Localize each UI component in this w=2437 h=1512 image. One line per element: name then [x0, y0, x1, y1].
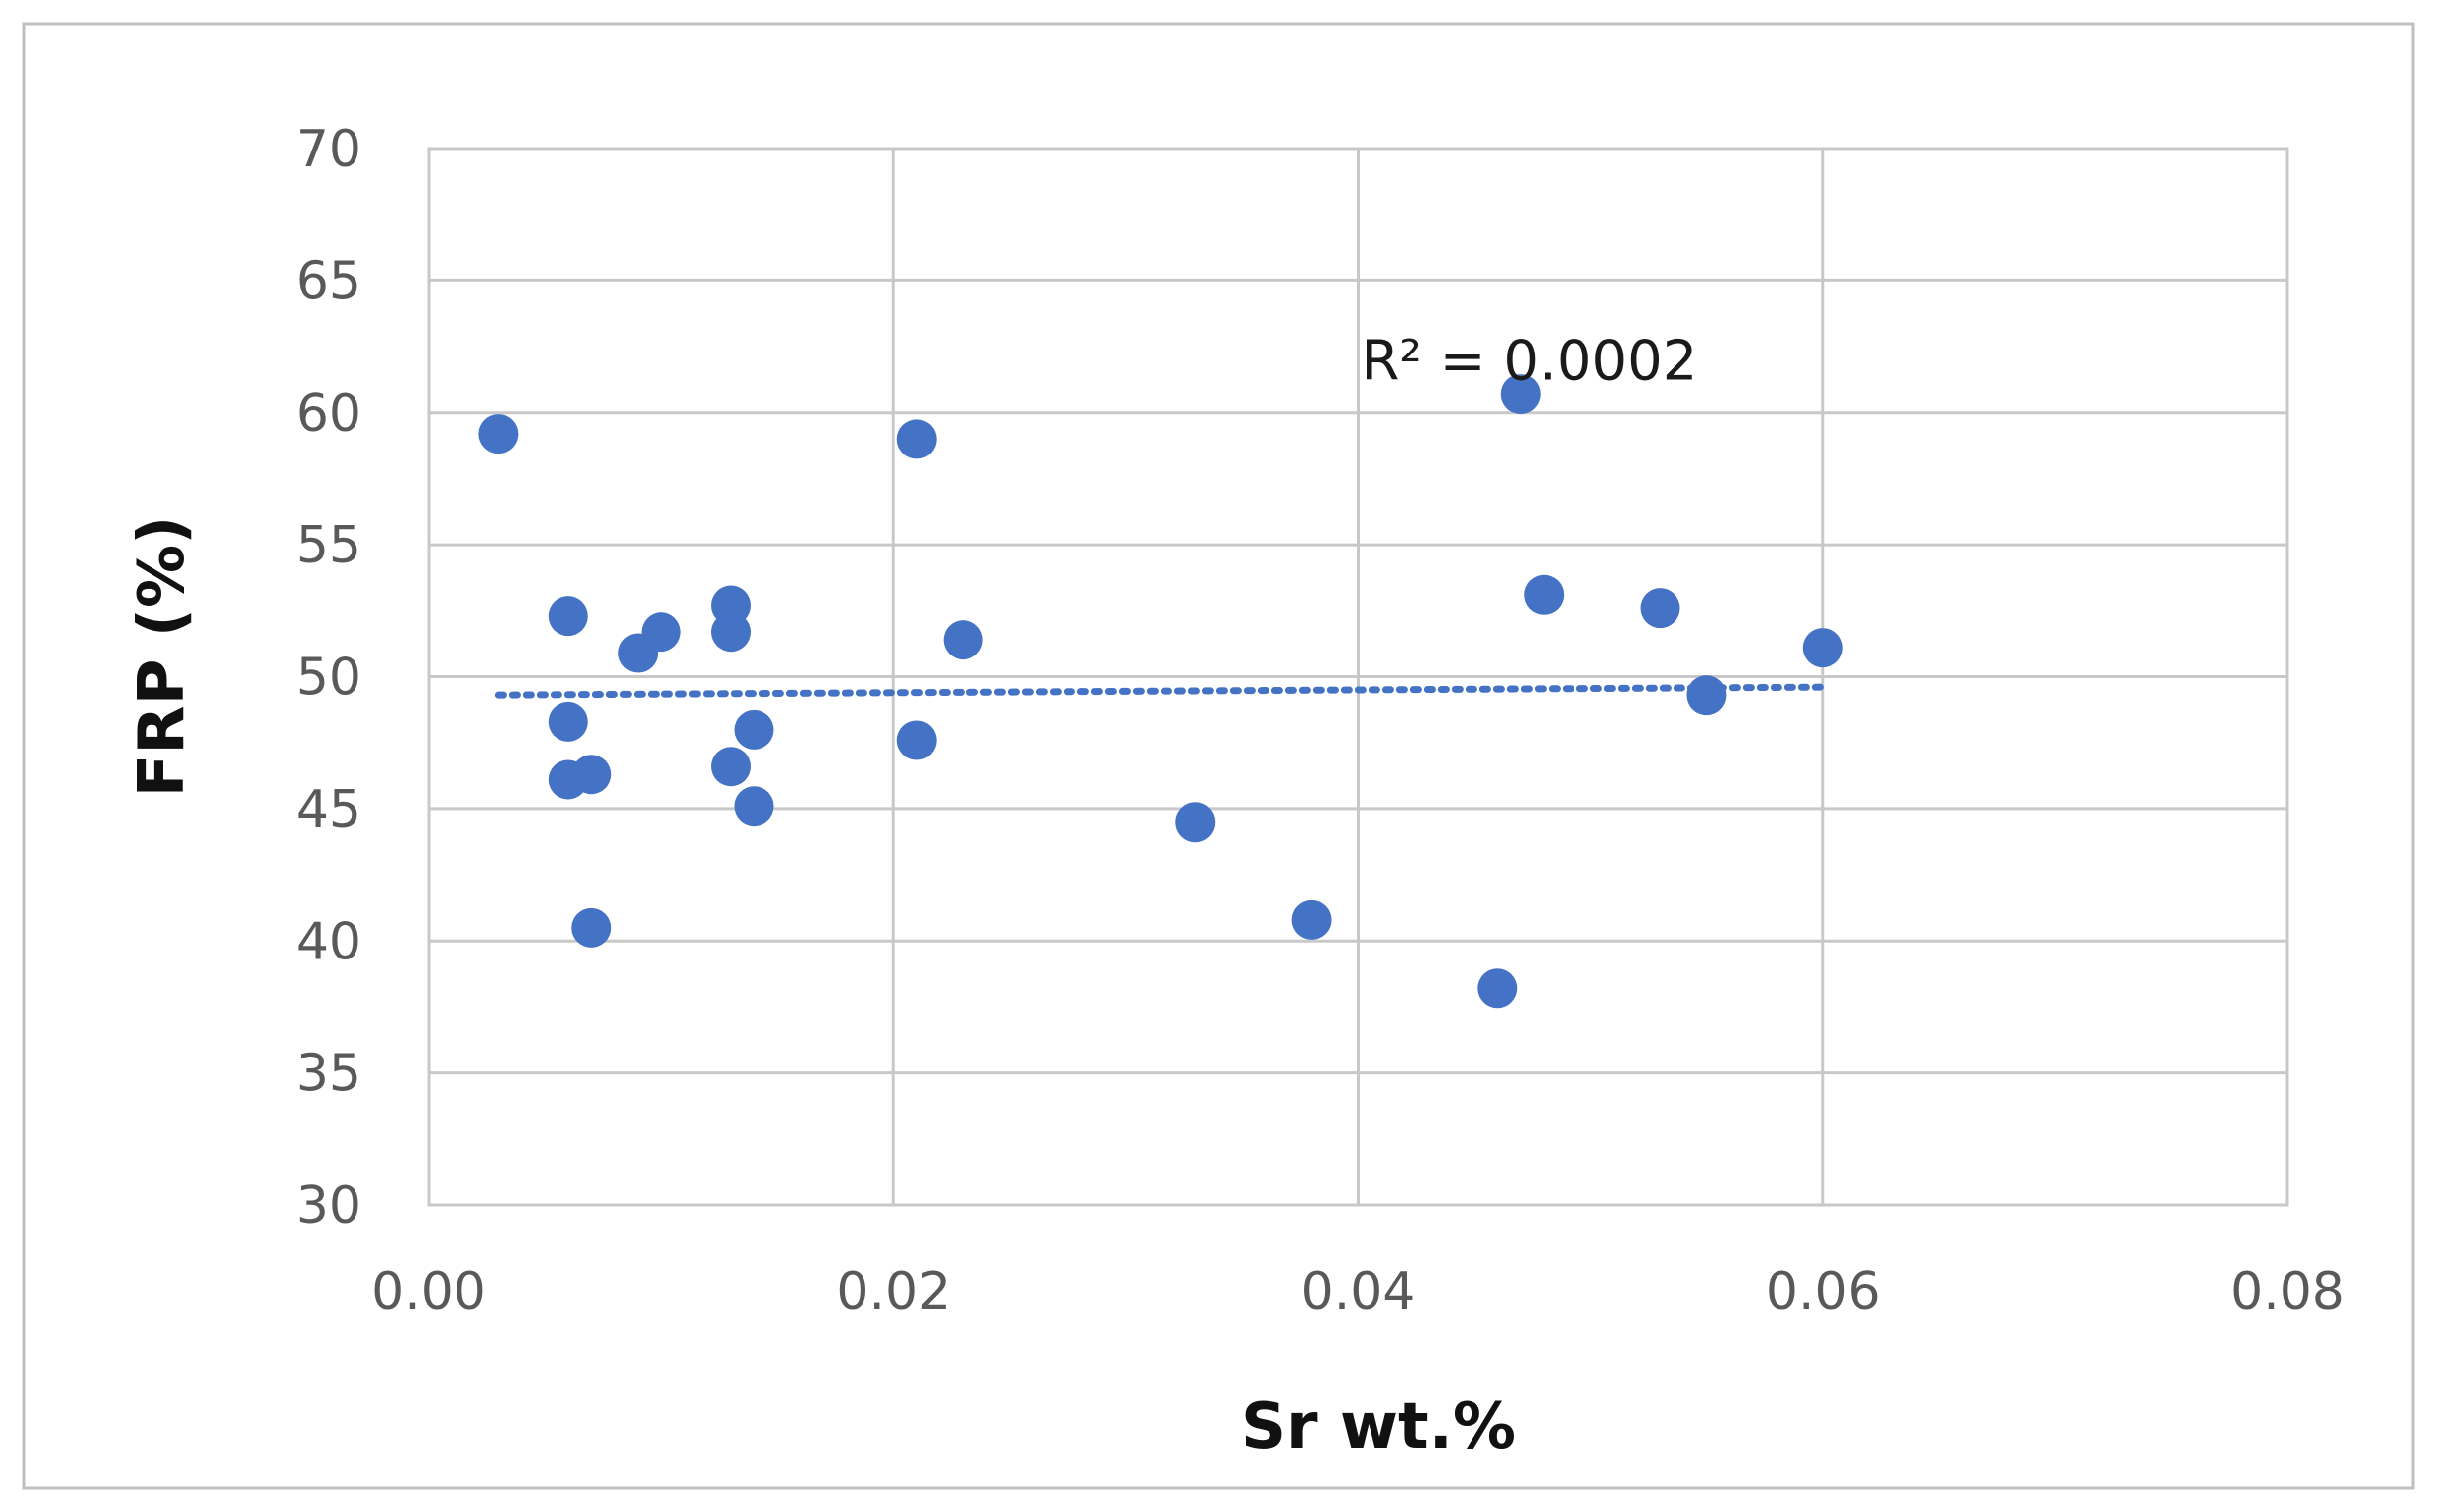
data-point — [548, 701, 588, 742]
outer-border — [22, 22, 2415, 1490]
data-point — [943, 620, 983, 660]
data-point — [1686, 675, 1727, 716]
x-axis-title: Sr wt.% — [1241, 1390, 1516, 1463]
trendline — [494, 683, 1827, 699]
data-point — [711, 612, 752, 653]
data-point — [1524, 574, 1565, 615]
data-point — [896, 720, 937, 760]
y-tick-label: 60 — [296, 384, 361, 444]
data-point — [734, 786, 774, 827]
data-point — [1500, 374, 1541, 415]
data-point — [571, 755, 612, 795]
y-tick-label: 70 — [296, 120, 361, 179]
y-tick-label: 30 — [296, 1176, 361, 1236]
r-squared-annotation: R² = 0.0002 — [1362, 329, 1698, 393]
data-point — [1477, 968, 1518, 1009]
y-axis-title: FRP (%) — [126, 516, 199, 798]
data-point — [548, 596, 588, 637]
y-tick-label: 35 — [296, 1045, 361, 1104]
data-point — [641, 612, 681, 653]
y-tick-label: 65 — [296, 252, 361, 311]
data-point — [571, 907, 612, 948]
y-tick-label: 55 — [296, 516, 361, 575]
data-point — [896, 419, 937, 459]
y-tick-label: 45 — [296, 780, 361, 840]
x-tick-label: 0.06 — [1766, 1262, 1880, 1322]
data-point — [734, 709, 774, 750]
data-point — [711, 747, 752, 787]
data-point — [478, 414, 519, 454]
y-tick-label: 40 — [296, 912, 361, 971]
x-tick-label: 0.08 — [2230, 1262, 2345, 1322]
data-point — [1802, 628, 1843, 668]
x-tick-label: 0.02 — [836, 1262, 951, 1322]
data-point — [1291, 899, 1332, 940]
data-point — [1175, 802, 1216, 843]
plot-area-border — [427, 147, 2289, 1207]
trendline-group — [494, 683, 1827, 699]
data-point — [1640, 588, 1680, 629]
tick-labels: 30 35 40 45 50 55 60 65 70 0.00 0.02 0.04 0.06 0.08 — [296, 120, 2345, 1322]
x-tick-label: 0.04 — [1301, 1262, 1416, 1322]
y-tick-label: 50 — [296, 649, 361, 708]
data-points — [478, 374, 1843, 1009]
x-tick-label: 0.00 — [371, 1262, 486, 1322]
